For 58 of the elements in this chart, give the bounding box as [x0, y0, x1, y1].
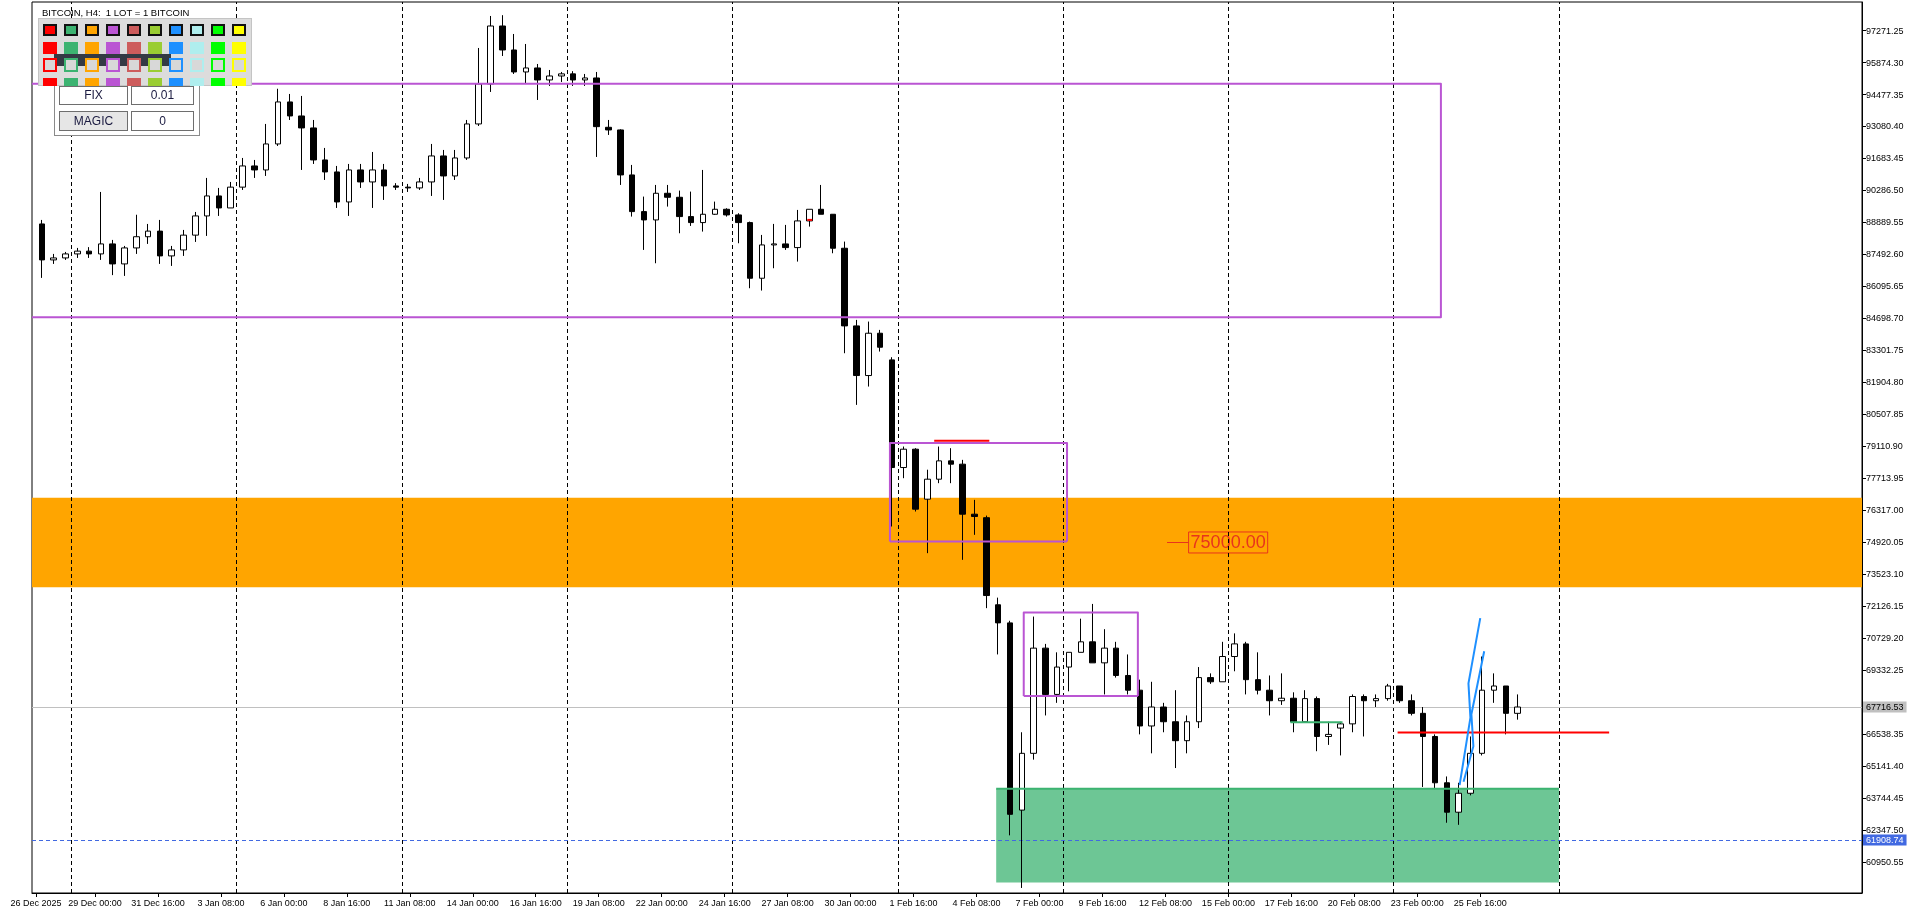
y-tick-label: 94477.35	[1866, 89, 1904, 100]
x-tick-label: 22 Jan 00:00	[635, 897, 688, 908]
x-tick-label: 4 Feb 08:00	[952, 897, 1001, 908]
x-tick-label: 30 Jan 00:00	[824, 897, 877, 908]
magic-number-field: 0	[131, 111, 194, 131]
y-tick-label: 62347.50	[1866, 824, 1904, 835]
x-tick-label: 8 Jan 16:00	[323, 897, 371, 908]
x-tick-label: 11 Jan 08:00	[384, 897, 436, 908]
y-tick-label: 69332.25	[1866, 665, 1904, 676]
x-tick-label: 19 Jan 08:00	[572, 897, 625, 908]
x-tick-label: 31 Dec 16:00	[131, 897, 185, 908]
y-tick-label: 66538.35	[1866, 728, 1904, 739]
x-tick-label: 20 Feb 08:00	[1327, 897, 1381, 908]
x-tick-label: 24 Jan 16:00	[698, 897, 751, 908]
band-label: 75000.00	[1190, 532, 1266, 553]
ref-line-label: 61908.74	[1866, 834, 1904, 845]
text: BITCOIN, H4: 1 LOT = 1 BITCOIN	[42, 6, 190, 18]
x-tick-label: 15 Feb 00:00	[1201, 897, 1255, 908]
y-tick-label: 83301.75	[1866, 345, 1904, 356]
y-tick-label: 65141.40	[1866, 760, 1904, 771]
x-tick-label: 23 Feb 00:00	[1390, 897, 1444, 908]
y-tick-label: 73523.10	[1866, 569, 1904, 580]
y-tick-label: 72126.15	[1866, 601, 1904, 612]
x-tick-label: 7 Feb 00:00	[1015, 897, 1064, 908]
x-tick-label: 29 Dec 00:00	[68, 897, 122, 908]
y-tick-label: 77713.95	[1866, 473, 1904, 484]
x-tick-label: 25 Feb 16:00	[1453, 897, 1507, 908]
y-tick-label: 84698.70	[1866, 313, 1904, 324]
y-tick-label: 80507.85	[1866, 409, 1904, 420]
x-tick-label: 26 Dec 2025	[10, 897, 62, 908]
y-tick-label: 91683.45	[1866, 153, 1904, 164]
x-tick-label: 12 Feb 08:00	[1138, 897, 1192, 908]
y-tick-label: 88889.55	[1866, 217, 1904, 228]
ref-line-label: 67716.53	[1866, 702, 1904, 713]
x-tick-label: 16 Jan 16:00	[509, 897, 562, 908]
x-tick-label: 27 Jan 08:00	[761, 897, 814, 908]
y-tick-label: 95874.30	[1866, 57, 1904, 68]
y-tick-label: 60950.55	[1866, 856, 1904, 867]
x-tick-label: 17 Feb 16:00	[1264, 897, 1318, 908]
y-tick-label: 86095.65	[1866, 281, 1904, 292]
y-tick-label: 97271.25	[1866, 25, 1904, 36]
mode-button: FIX	[59, 86, 128, 105]
lot-size-field: 0.01	[131, 86, 194, 105]
y-tick-label: 87492.60	[1866, 249, 1904, 260]
y-tick-label: 81904.80	[1866, 377, 1904, 388]
x-tick-label: 1 Feb 16:00	[889, 897, 938, 908]
y-tick-label: 76317.00	[1866, 505, 1904, 516]
y-tick-label: 90286.50	[1866, 185, 1904, 196]
magic-button: MAGIC	[59, 111, 128, 131]
y-tick-label: 70729.20	[1866, 633, 1904, 644]
y-tick-label: 74920.05	[1866, 537, 1904, 548]
x-tick-label: 9 Feb 16:00	[1078, 897, 1127, 908]
y-tick-label: 93080.40	[1866, 121, 1904, 132]
x-tick-label: 14 Jan 00:00	[446, 897, 499, 908]
x-tick-label: 6 Jan 00:00	[260, 897, 308, 908]
x-tick-label: 3 Jan 08:00	[197, 897, 245, 908]
y-tick-label: 79110.90	[1866, 441, 1903, 452]
y-tick-label: 63744.45	[1866, 792, 1904, 803]
